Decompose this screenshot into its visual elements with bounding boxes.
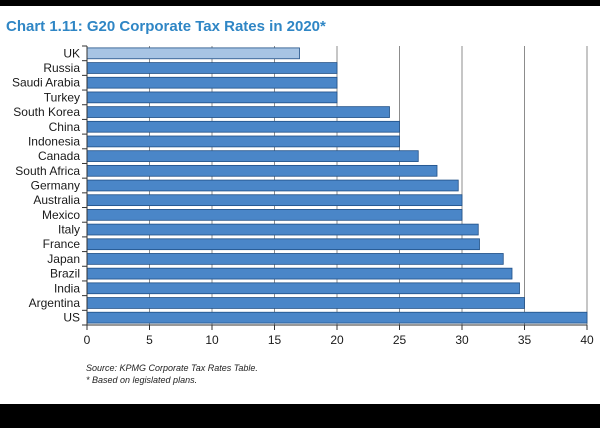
chart-notes: Source: KPMG Corporate Tax Rates Table. …: [86, 362, 258, 386]
bar: [86, 223, 479, 236]
bar: [86, 150, 419, 162]
category-label: Russia: [43, 61, 80, 75]
x-tick-label: 0: [84, 333, 91, 347]
chart-title: Chart 1.11: G20 Corporate Tax Rates in 2…: [6, 18, 326, 35]
category-label: Brazil: [50, 267, 80, 281]
category-label: Italy: [58, 223, 80, 237]
category-label: Saudi Arabia: [12, 76, 80, 90]
bar: [86, 62, 338, 74]
x-tick-label: 30: [455, 333, 469, 347]
category-label: China: [49, 120, 81, 134]
x-tick-label: 20: [330, 333, 344, 347]
bars: [86, 47, 588, 324]
x-tick-label: 5: [146, 333, 153, 347]
bar: [86, 164, 438, 177]
bar: [86, 179, 459, 192]
category-label: India: [54, 281, 80, 295]
bar: [86, 135, 400, 148]
bar: [86, 282, 520, 295]
bar: [86, 91, 338, 104]
category-label: Argentina: [29, 296, 81, 310]
x-tick-label: 40: [580, 333, 594, 347]
category-label: Mexico: [42, 208, 80, 222]
bar: [86, 76, 338, 89]
x-tick-label: 15: [268, 333, 282, 347]
category-label: Germany: [31, 179, 80, 193]
bar: [86, 209, 463, 221]
category-label: Indonesia: [28, 134, 80, 148]
axes: [82, 45, 588, 330]
category-label: Canada: [38, 149, 80, 163]
chart-panel: Chart 1.11: G20 Corporate Tax Rates in 2…: [0, 6, 600, 404]
category-label: South Africa: [15, 164, 80, 178]
bar: [86, 311, 588, 324]
bar: [86, 120, 400, 133]
category-label: South Korea: [13, 105, 80, 119]
bar: [86, 47, 300, 60]
x-tick-label: 35: [518, 333, 532, 347]
bar: [86, 253, 504, 265]
bar: [86, 194, 463, 207]
bar: [86, 297, 525, 309]
tick-labels: 0 5 10 15 20 25 30 35 40: [84, 333, 594, 347]
x-tick-label: 10: [205, 333, 219, 347]
bar: [86, 267, 513, 280]
bar: [86, 106, 390, 118]
category-label: Turkey: [44, 90, 80, 104]
category-label: Australia: [33, 193, 80, 207]
bar: [86, 238, 480, 251]
category-label: Japan: [47, 252, 80, 266]
source-note: Source: KPMG Corporate Tax Rates Table.: [86, 363, 258, 373]
category-label: France: [43, 237, 81, 251]
category-label: US: [63, 311, 80, 325]
footnote: * Based on legislated plans.: [86, 375, 198, 385]
category-label: UK: [63, 46, 80, 60]
x-tick-label: 25: [393, 333, 407, 347]
